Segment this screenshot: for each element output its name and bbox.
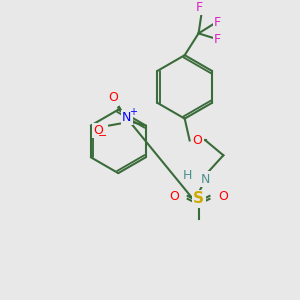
Text: O: O — [218, 190, 228, 203]
Text: −: − — [98, 131, 107, 142]
Text: F: F — [214, 33, 221, 46]
Text: N: N — [122, 111, 132, 124]
Text: F: F — [214, 16, 221, 29]
Text: O: O — [108, 91, 118, 104]
Text: S: S — [193, 191, 204, 206]
Text: N: N — [201, 172, 210, 186]
Text: O: O — [93, 124, 103, 137]
Text: +: + — [129, 107, 137, 117]
Text: H: H — [183, 169, 192, 182]
Text: F: F — [196, 1, 203, 14]
Text: O: O — [193, 134, 202, 147]
Text: O: O — [169, 190, 179, 203]
